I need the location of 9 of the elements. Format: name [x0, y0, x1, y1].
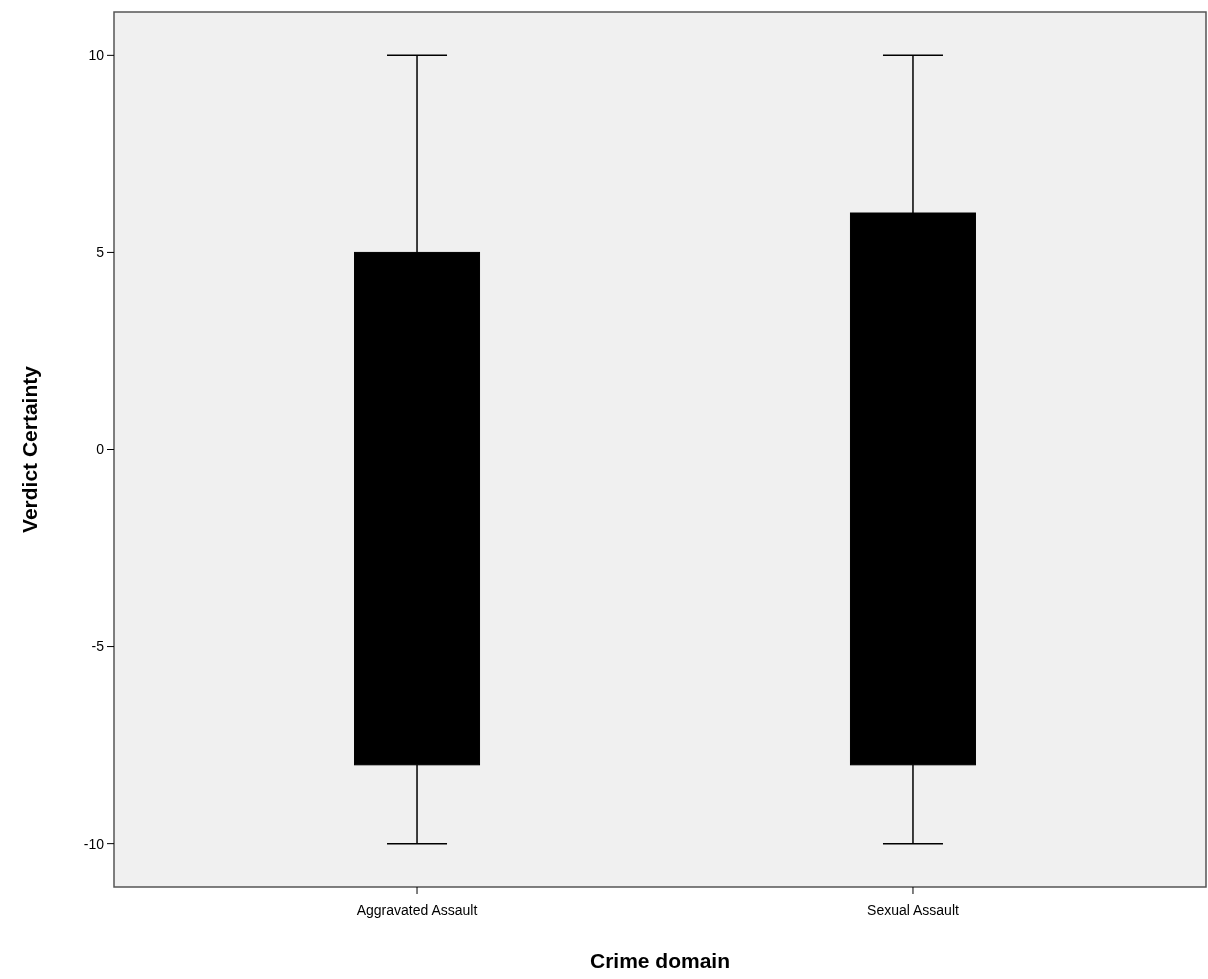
y-tick-label: 0: [96, 441, 105, 458]
x-tick-label: Sexual Assault: [867, 902, 959, 918]
y-axis-title: Verdict Certainty: [18, 365, 41, 533]
x-tick-label: Aggravated Assault: [356, 902, 478, 918]
y-tick-label: -5: [91, 638, 105, 655]
x-axis-title: Crime domain: [589, 949, 731, 972]
y-tick-label: -10: [83, 835, 105, 852]
y-tick-label: 5: [96, 244, 105, 261]
y-tick-label: 10: [88, 47, 105, 64]
